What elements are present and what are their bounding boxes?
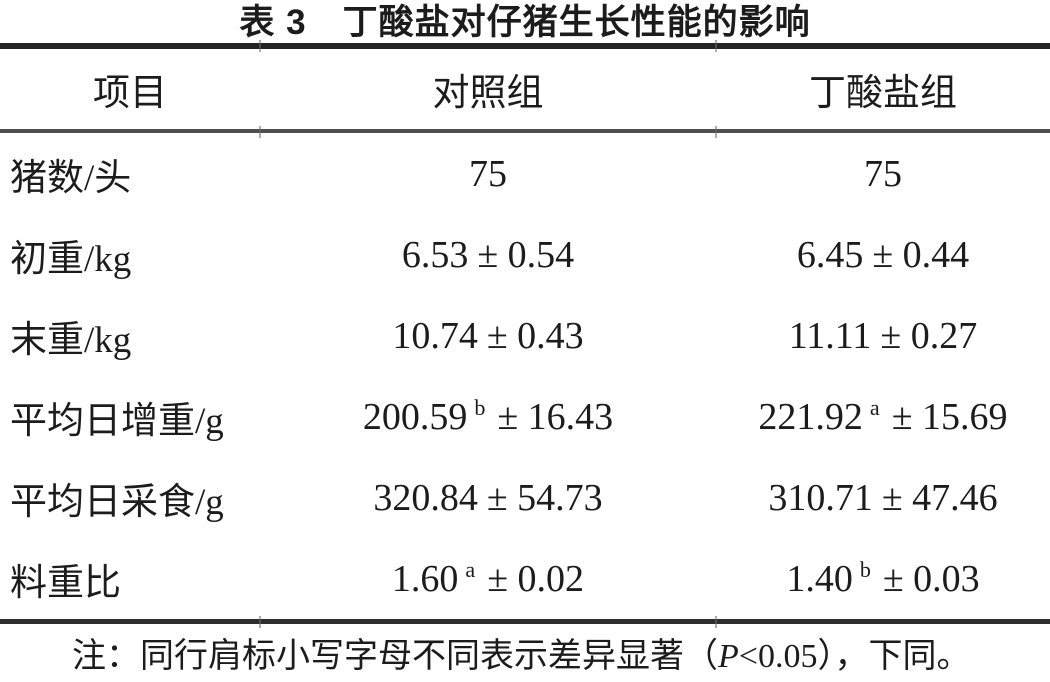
row-label: 初重/kg <box>10 238 132 280</box>
mean-value: 320.84 <box>373 476 478 519</box>
table-row: 平均日增重/g 200.59 b ± 16.43 221.92 a ± 15.69 <box>0 376 1050 457</box>
mean-value: 11.11 <box>788 314 872 357</box>
sd-value: ± 0.54 <box>477 233 575 276</box>
table-footnote: 注：同行肩标小写字母不同表示差异显著（P<0.05），下同。 <box>0 624 1050 677</box>
column-seam <box>259 616 261 628</box>
significance-superscript: b <box>859 556 871 582</box>
row-label: 平均日采食/g <box>10 481 224 523</box>
row-label: 末重/kg <box>10 319 132 361</box>
footnote-text: 注：同行肩标小写字母不同表示差异显著（ <box>72 638 718 675</box>
control-value: 1.60 a ± 0.02 <box>260 557 716 601</box>
table-header-row: 项目 对照组 丁酸盐组 <box>0 49 1050 129</box>
significance-superscript: b <box>474 394 486 420</box>
table-body: 猪数/头 75 75 初重/kg 6.53 ± 0.54 6.45 ± 0.44 末… <box>0 133 1050 619</box>
column-seam <box>259 40 261 52</box>
table-row: 猪数/头 75 75 <box>0 133 1050 214</box>
sd-value: ± 0.43 <box>486 314 584 357</box>
butyrate-value: 1.40 b ± 0.03 <box>716 557 1050 601</box>
butyrate-value: 6.45 ± 0.44 <box>716 233 1050 277</box>
mean-value: 221.92 <box>758 395 863 438</box>
column-seam <box>715 126 717 138</box>
control-value: 6.53 ± 0.54 <box>260 233 716 277</box>
row-label: 平均日增重/g <box>10 400 224 442</box>
mean-value: 310.71 <box>768 476 873 519</box>
butyrate-value: 11.11 ± 0.27 <box>716 314 1050 358</box>
table-row: 初重/kg 6.53 ± 0.54 6.45 ± 0.44 <box>0 214 1050 295</box>
control-value: 320.84 ± 54.73 <box>260 476 716 520</box>
column-header-control: 对照组 <box>432 73 544 114</box>
control-value: 10.74 ± 0.43 <box>260 314 716 358</box>
significance-superscript: a <box>465 556 476 582</box>
control-value: 200.59 b ± 16.43 <box>260 395 716 439</box>
p-value-symbol: P <box>718 638 739 675</box>
footnote-text: <0.05），下同。 <box>738 638 971 675</box>
sd-value: ± 47.46 <box>881 476 998 519</box>
table-row: 料重比 1.60 a ± 0.02 1.40 b ± 0.03 <box>0 538 1050 619</box>
butyrate-value: 221.92 a ± 15.69 <box>716 395 1050 439</box>
sd-value: ± 0.03 <box>882 557 980 600</box>
table-title: 表 3 丁酸盐对仔猪生长性能的影响 <box>239 3 811 42</box>
table-row: 末重/kg 10.74 ± 0.43 11.11 ± 0.27 <box>0 295 1050 376</box>
mean-value: 75 <box>469 152 507 195</box>
sd-value: ± 0.02 <box>487 557 585 600</box>
table-row: 平均日采食/g 320.84 ± 54.73 310.71 ± 47.46 <box>0 457 1050 538</box>
control-value: 75 <box>260 152 716 196</box>
top-rule <box>0 40 1050 52</box>
mean-value: 1.40 <box>786 557 853 600</box>
mean-value: 1.60 <box>391 557 459 600</box>
column-header-item: 项目 <box>93 73 167 114</box>
header-rule <box>0 126 1050 138</box>
mean-value: 6.53 <box>401 233 469 276</box>
sd-value: ± 0.27 <box>880 314 978 357</box>
row-label: 猪数/头 <box>10 157 132 199</box>
mean-value: 75 <box>864 152 902 195</box>
column-seam <box>259 126 261 138</box>
column-header-butyrate: 丁酸盐组 <box>809 73 957 114</box>
sd-value: ± 0.44 <box>872 233 970 276</box>
sd-value: ± 15.69 <box>891 395 1008 438</box>
butyrate-value: 75 <box>716 152 1050 196</box>
mean-value: 6.45 <box>796 233 864 276</box>
mean-value: 200.59 <box>362 395 468 438</box>
column-seam <box>715 40 717 52</box>
butyrate-value: 310.71 ± 47.46 <box>716 476 1050 520</box>
bottom-rule <box>0 616 1050 628</box>
significance-superscript: a <box>869 394 880 420</box>
mean-value: 10.74 <box>392 314 478 357</box>
row-label: 料重比 <box>10 562 121 604</box>
sd-value: ± 16.43 <box>497 395 614 438</box>
column-seam <box>715 616 717 628</box>
sd-value: ± 54.73 <box>486 476 603 519</box>
